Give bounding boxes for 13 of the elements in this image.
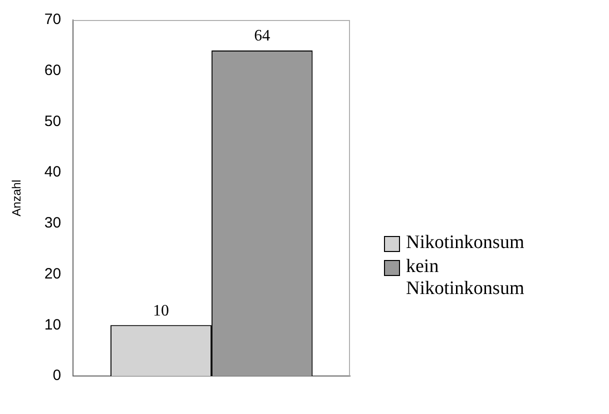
data-label: 10 xyxy=(153,302,170,320)
y-tick-label: 20 xyxy=(44,265,62,282)
y-tick-label: 30 xyxy=(44,214,62,232)
y-axis-title: Anzahl xyxy=(10,180,24,216)
y-tick-label: 40 xyxy=(44,164,62,181)
y-tick-label: 70 xyxy=(44,11,62,28)
y-tick-label: 50 xyxy=(44,112,62,130)
legend-label: kein Nikotinkonsum xyxy=(406,256,526,300)
data-label: 64 xyxy=(254,28,270,45)
y-tick-label: 60 xyxy=(44,62,62,79)
y-tick-label: 0 xyxy=(52,367,62,384)
legend-label: Nikotinkonsum xyxy=(406,232,524,254)
y-tick-label: 10 xyxy=(44,316,62,334)
